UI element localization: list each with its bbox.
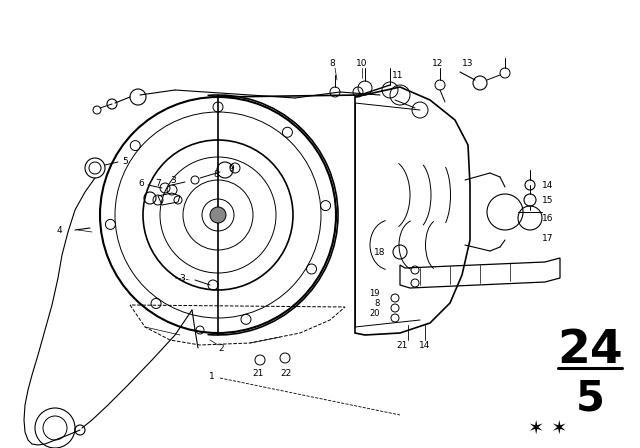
Text: 1: 1 (209, 371, 215, 380)
Text: 21: 21 (396, 340, 408, 349)
Text: 20: 20 (369, 309, 380, 318)
Text: 15: 15 (542, 195, 554, 204)
Text: 3: 3 (179, 273, 185, 283)
Text: 18: 18 (374, 247, 385, 257)
Text: 6: 6 (138, 178, 144, 188)
Text: 9: 9 (228, 164, 234, 172)
Text: 14: 14 (542, 181, 554, 190)
Text: 5: 5 (122, 156, 128, 165)
Text: 3: 3 (170, 176, 176, 185)
Text: 8: 8 (329, 59, 335, 68)
Text: 22: 22 (280, 369, 291, 378)
Text: 17: 17 (542, 233, 554, 242)
Text: 4: 4 (56, 225, 62, 234)
Text: 11: 11 (392, 70, 403, 79)
Text: 24: 24 (557, 327, 623, 372)
Circle shape (210, 207, 226, 223)
Text: 10: 10 (356, 59, 368, 68)
Text: 13: 13 (462, 59, 474, 68)
Text: 21: 21 (252, 369, 264, 378)
Text: 16: 16 (542, 214, 554, 223)
Text: ✶ ✶: ✶ ✶ (528, 418, 568, 438)
Text: 12: 12 (432, 59, 444, 68)
Text: 8: 8 (374, 298, 380, 307)
Text: 19: 19 (369, 289, 380, 297)
Text: 14: 14 (419, 340, 431, 349)
Text: 5: 5 (575, 377, 604, 419)
Text: 8: 8 (213, 169, 219, 178)
Text: 7: 7 (155, 178, 161, 188)
Text: 2: 2 (218, 344, 223, 353)
